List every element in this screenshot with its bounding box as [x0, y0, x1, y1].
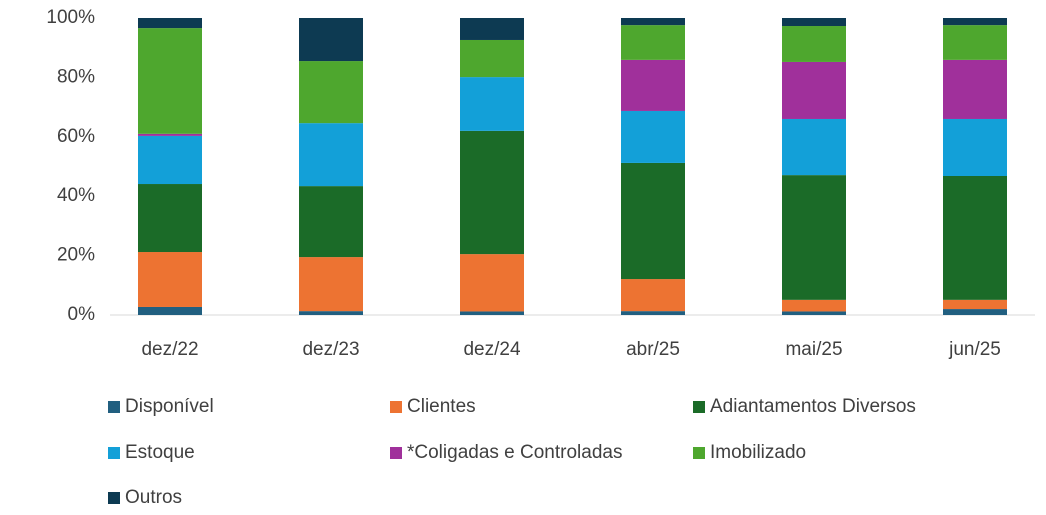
bar-segment: [460, 130, 524, 255]
y-tick-label: 100%: [46, 7, 95, 28]
bar-segment: [138, 184, 202, 253]
bar-segment: [782, 61, 846, 119]
bar-segment: [782, 18, 846, 27]
bar-segment: [943, 118, 1007, 177]
bar-segment: [943, 309, 1007, 315]
legend-label: Estoque: [125, 442, 195, 463]
x-tick-label: dez/24: [463, 339, 520, 360]
legend-swatch: [390, 447, 402, 459]
bar-segment: [621, 18, 685, 26]
legend-swatch: [108, 492, 120, 504]
bar-segment: [299, 18, 363, 62]
y-tick-label: 40%: [57, 185, 95, 206]
bar-segment: [782, 175, 846, 300]
legend-swatch: [390, 401, 402, 413]
bar-segment: [138, 18, 202, 29]
legend-swatch: [108, 401, 120, 413]
legend-swatch: [693, 401, 705, 413]
bar-segment: [943, 176, 1007, 300]
bar-segment: [943, 25, 1007, 60]
bar-segment: [943, 59, 1007, 119]
y-tick-label: 20%: [57, 245, 95, 266]
legend-label: *Coligadas e Controladas: [407, 442, 622, 463]
bar-segment: [621, 279, 685, 312]
x-tick-label: dez/22: [141, 339, 198, 360]
bar-segment: [299, 123, 363, 187]
x-tick-label: jun/25: [948, 339, 1001, 360]
bar-segment: [460, 39, 524, 78]
bar-segment: [138, 133, 202, 136]
y-tick-label: 60%: [57, 126, 95, 147]
bar-segment: [299, 311, 363, 315]
bar-segment: [299, 61, 363, 124]
bar-segment: [299, 257, 363, 312]
bar-segment: [138, 28, 202, 134]
bar-segment: [782, 26, 846, 62]
legend-label: Adiantamentos Diversos: [710, 396, 916, 417]
bar-segment: [621, 25, 685, 60]
legend-label: Outros: [125, 487, 182, 508]
bar-segment: [299, 186, 363, 258]
x-tick-label: mai/25: [785, 339, 842, 360]
bar-segment: [138, 252, 202, 307]
bar-segment: [138, 135, 202, 185]
bar-segment: [621, 110, 685, 163]
bar-segment: [943, 299, 1007, 310]
legend-label: Disponível: [125, 396, 214, 417]
y-tick-label: 0%: [68, 304, 96, 325]
bar-segment: [943, 18, 1007, 26]
bar-segment: [782, 299, 846, 312]
legend-swatch: [693, 447, 705, 459]
legend-swatch: [108, 447, 120, 459]
bar-segment: [621, 311, 685, 315]
bar-segment: [460, 311, 524, 315]
bar-segment: [460, 18, 524, 40]
x-tick-label: abr/25: [626, 339, 680, 360]
x-tick-label: dez/23: [302, 339, 359, 360]
bar-segment: [782, 118, 846, 176]
bar-segment: [782, 311, 846, 315]
legend-label: Imobilizado: [710, 442, 806, 463]
bar-segment: [460, 77, 524, 131]
y-tick-label: 80%: [57, 66, 95, 87]
legend-label: Clientes: [407, 396, 476, 417]
bar-segment: [621, 162, 685, 280]
bar-segment: [621, 59, 685, 111]
bar-segment: [138, 306, 202, 315]
bar-segment: [460, 254, 524, 312]
